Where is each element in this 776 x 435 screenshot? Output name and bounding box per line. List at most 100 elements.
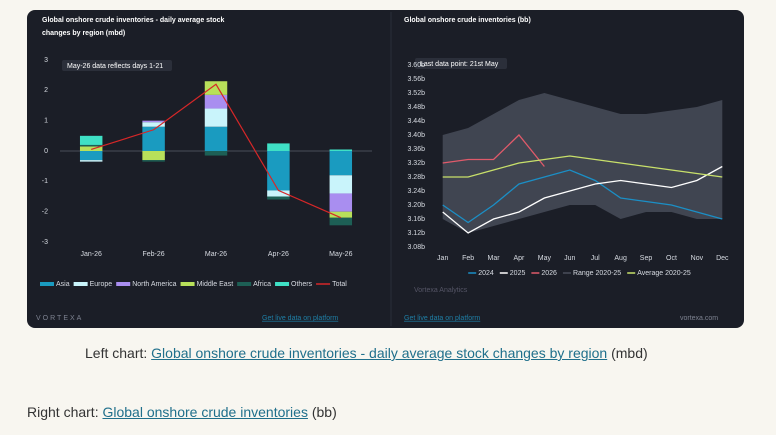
legend-swatch — [40, 282, 54, 286]
bar-segment — [204, 81, 228, 95]
brand: vortexa.com — [680, 315, 718, 322]
y-tick-label: -2 — [42, 209, 48, 216]
x-tick-label: Sep — [640, 255, 653, 262]
bar-segment — [267, 196, 290, 200]
legend-label: Range 2020-25 — [573, 270, 621, 277]
chart-title: Global onshore crude inventories - daily… — [42, 17, 225, 24]
series-line — [442, 169, 723, 224]
bar-segment — [329, 211, 353, 218]
annotation-box — [415, 58, 507, 69]
legend-label: Average 2020-25 — [637, 270, 691, 277]
legend-label: Middle East — [197, 281, 234, 288]
bar-segment — [142, 151, 165, 161]
range-area — [442, 93, 723, 233]
x-tick-label: May — [538, 255, 552, 262]
bar-segment — [204, 108, 228, 127]
y-tick-label: 3 — [44, 57, 48, 64]
legend-label: 2024 — [478, 270, 494, 277]
legend-swatch — [237, 282, 252, 286]
y-tick-label: 3.16b — [407, 216, 425, 223]
legend-label: Others — [291, 281, 313, 288]
x-tick-label: Jun — [564, 255, 575, 262]
bar-segment — [79, 146, 103, 151]
bar-segment — [204, 126, 228, 151]
y-tick-label: 3.32b — [407, 160, 425, 167]
legend-label: Africa — [253, 281, 271, 288]
x-tick-label: Feb-26 — [143, 251, 165, 258]
caption-prefix: Left chart: — [85, 345, 148, 361]
series-line — [442, 134, 545, 167]
bar-segment — [267, 190, 290, 197]
legend-label: 2026 — [541, 270, 557, 277]
y-tick-label: 3.56b — [407, 76, 425, 83]
chart-title: Global onshore crude inventories (bb) — [404, 17, 531, 24]
caption-suffix: (bb) — [311, 404, 337, 420]
caption-link[interactable]: Global onshore crude inventories - daily… — [151, 345, 608, 361]
x-tick-label: Mar — [488, 255, 501, 262]
x-tick-label: Mar-26 — [205, 251, 227, 258]
series-line — [442, 155, 723, 178]
y-tick-label: 3.48b — [407, 104, 425, 111]
y-tick-label: 2 — [44, 87, 48, 94]
bar-segment — [79, 144, 103, 147]
annotation: May-26 data reflects days 1-21 — [67, 63, 163, 70]
bar-segment — [142, 160, 165, 162]
x-tick-label: Nov — [691, 255, 704, 262]
annotation-box — [62, 60, 172, 71]
x-tick-label: Jan — [437, 255, 448, 262]
bar-segment — [329, 149, 353, 151]
y-tick-label: 3.40b — [407, 132, 425, 139]
bar-segment — [329, 175, 353, 194]
legend-swatch — [180, 282, 195, 286]
platform-link[interactable]: Get live data on platform — [404, 315, 480, 322]
chart-title: changes by region (mbd) — [42, 30, 125, 37]
y-tick-label: 3.08b — [407, 244, 425, 251]
bar-segment — [329, 193, 353, 212]
platform-link[interactable]: Get live data on platform — [262, 315, 338, 322]
brand: VORTEXA — [36, 315, 83, 322]
legend-label: Asia — [56, 281, 70, 288]
bar-segment — [142, 122, 165, 127]
y-tick-label: -1 — [42, 178, 48, 185]
bar-segment — [267, 143, 290, 151]
y-tick-label: 3.20b — [407, 202, 425, 209]
caption-prefix: Right chart: — [27, 404, 99, 420]
x-tick-label: Oct — [666, 255, 677, 262]
annotation: Last data point: 21st May — [420, 61, 499, 68]
x-tick-label: Feb — [462, 255, 474, 262]
caption-right: Right chart: Global onshore crude invent… — [27, 404, 337, 420]
x-tick-label: May-26 — [329, 251, 352, 258]
x-tick-label: Jan-26 — [80, 251, 102, 258]
x-tick-label: Apr-26 — [268, 251, 289, 258]
y-tick-label: 3.44b — [407, 118, 425, 125]
bar-segment — [267, 151, 290, 191]
legend-swatch — [275, 282, 290, 286]
y-tick-label: 3.36b — [407, 146, 425, 153]
series-line — [442, 165, 723, 234]
x-tick-label: Jul — [591, 255, 600, 262]
legend-label: 2025 — [510, 270, 526, 277]
bar-segment — [329, 217, 353, 226]
legend-label: Europe — [90, 281, 113, 288]
x-tick-label: Aug — [614, 255, 627, 262]
x-tick-label: Dec — [716, 255, 729, 262]
caption-left: Left chart: Global onshore crude invento… — [85, 345, 648, 361]
y-tick-label: 3.52b — [407, 90, 425, 97]
bar-segment — [204, 94, 228, 109]
series-line — [91, 83, 342, 219]
bar-segment — [329, 151, 353, 176]
x-tick-label: Apr — [514, 255, 526, 262]
bar-segment — [204, 151, 228, 156]
y-tick-label: 3.12b — [407, 230, 425, 237]
y-tick-label: -3 — [42, 239, 48, 246]
bar-segment — [142, 120, 165, 123]
y-tick-label: 3.60b — [407, 62, 425, 69]
y-tick-label: 0 — [44, 148, 48, 155]
caption-link[interactable]: Global onshore crude inventories — [102, 404, 308, 420]
bar-segment — [79, 135, 103, 145]
legend-label: North America — [132, 281, 176, 288]
bar-segment — [79, 151, 103, 161]
legend-label: Total — [332, 281, 347, 288]
